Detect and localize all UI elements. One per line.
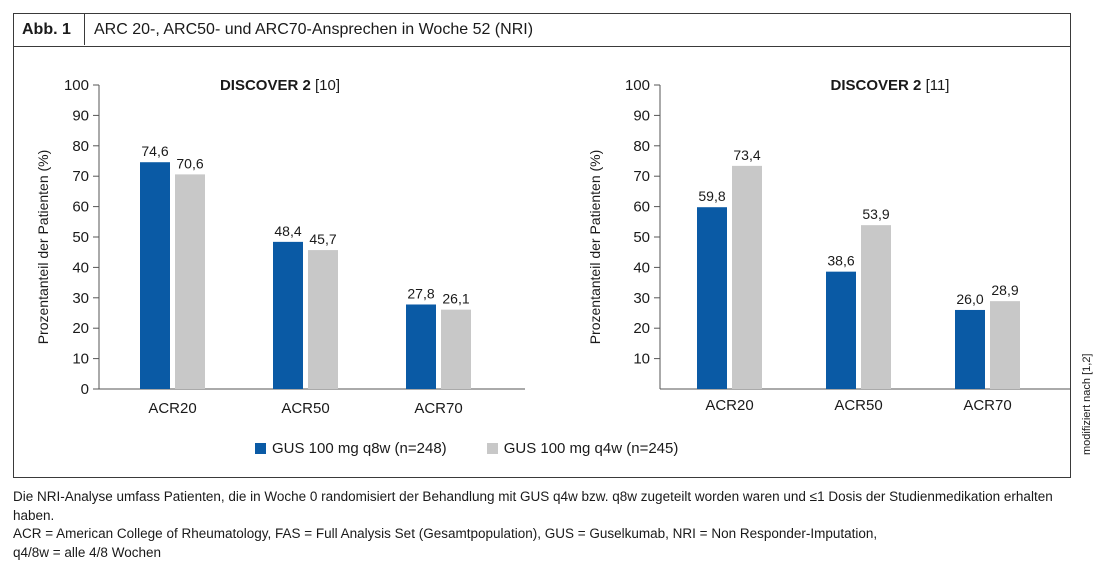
chart1-data-label: 48,4 [274,223,301,239]
legend-item-q8w: GUS 100 mg q8w (n=248) [255,440,447,457]
figure-box: Abb. 1 ARC 20-, ARC50- und ARC70-Ansprec… [13,13,1071,478]
figure-title: ARC 20-, ARC50- und ARC70-Ansprechen in … [94,21,534,38]
chart2-data-label: 38,6 [827,253,854,269]
chart1-title-main: DISCOVER 2 [220,77,315,94]
chart2-bar-acr50-s1 [826,271,856,389]
legend-swatch-q4w [486,443,498,454]
legend-label-q8w: GUS 100 mg q8w (n=248) [272,440,447,457]
chart1-data-label: 74,6 [141,143,168,159]
chart2-bar-acr70-s2 [990,301,1020,389]
chart1-y-tick-label: 40 [72,259,89,276]
legend-label-q4w: GUS 100 mg q4w (n=245) [503,440,679,457]
chart1-data-label: 27,8 [407,285,434,301]
chart2-bar-acr70-s1 [955,309,985,389]
chart1-data-label: 70,6 [176,155,203,171]
legend-item-q4w: GUS 100 mg q4w (n=245) [486,440,679,457]
chart2-category-label: ACR20 [705,397,753,414]
chart2-title-main: DISCOVER 2 [831,77,926,94]
chart2-y-tick-label: 60 [633,199,650,216]
chart1-data-label: 26,1 [442,291,469,307]
source-note: modifiziert nach [1,2] [1081,353,1093,456]
legend: GUS 100 mg q8w (n=248) GUS 100 mg q4w (n… [255,440,718,457]
chart2-title-ref: [11] [926,77,950,94]
charts-canvas: DISCOVER 2 [10] 0 10 20 30 40 50 60 70 80 90 100 Pro… [35,77,1070,417]
chart1-y-tick-label: 60 [72,199,89,216]
figure-header: Abb. 1 ARC 20-, ARC50- und ARC70-Ansprec… [14,14,1070,47]
chart2-y-tick-label: 40 [633,259,650,276]
chart1-y-tick-label: 70 [72,168,89,185]
chart2-y-tick-label: 20 [633,320,650,337]
chart1-y-tick-label: 0 [81,381,89,398]
chart2-data-label: 28,9 [991,282,1018,298]
footnote-abbreviations: ACR = American College of Rheumatology, … [13,526,878,541]
chart1-data-label: 45,7 [309,231,336,247]
chart1-y-tick-label: 80 [72,138,89,155]
chart2-y-tick-label: 50 [633,229,650,246]
chart2-category-label: ACR70 [963,397,1011,414]
footnote-nri: Die NRI-Analyse umfass Patienten, die in… [13,489,1053,523]
chart2-y-tick-label: 30 [633,290,650,307]
chart2-bar-acr50-s2 [861,225,891,389]
chart1-y-axis-label: Prozentanteil der Patienten (%) [35,150,51,345]
chart2-bar-acr20-s2 [732,165,762,389]
chart1-bar-acr20-s1 [140,162,170,389]
chart2-data-label: 53,9 [862,206,889,222]
chart1-y-tick-label: 30 [72,290,89,307]
chart2-bar-acr20-s1 [697,207,727,389]
chart1-category-label: ACR70 [414,400,462,417]
chart1-category-label: ACR20 [148,400,196,417]
chart1-y-tick-label: 50 [72,229,89,246]
chart1-y-tick-label: 10 [72,351,89,368]
chart1-title-ref: [10] [315,77,340,94]
chart1-title: DISCOVER 2 [10] [220,77,340,94]
chart2-category-label: ACR50 [834,397,882,414]
chart1-y-tick-label: 100 [64,77,89,94]
chart1-bar-acr70-s1 [406,304,436,389]
chart2-y-tick-label: 100 [625,77,650,94]
chart1-y-tick-label: 90 [72,107,89,124]
chart1-bar-acr70-s2 [441,309,471,389]
chart1-bar-acr50-s2 [308,250,338,389]
chart2-data-label: 73,4 [733,147,760,163]
chart2-y-axis-label: Prozentanteil der Patienten (%) [587,150,603,345]
chart2-data-label: 26,0 [956,291,983,307]
chart2-y-tick-label: 90 [633,107,650,124]
figure-label: Abb. 1 [14,14,85,45]
chart1-bar-acr50-s1 [273,241,303,389]
chart1-bar-acr20-s2 [175,174,205,389]
chart1-y-tick-label: 20 [72,320,89,337]
legend-swatch-q8w [255,443,266,454]
chart1-category-label: ACR50 [281,400,329,417]
chart2-y-tick-label: 80 [633,138,650,155]
footnotes: Die NRI-Analyse umfass Patienten, die in… [13,488,1073,562]
chart2-title: DISCOVER 2 [11] [831,77,950,94]
chart2-y-tick-label: 70 [633,168,650,185]
chart2-data-label: 59,8 [698,188,725,204]
footnote-q4-8w: q4/8w = alle 4/8 Wochen [13,544,161,560]
chart2-y-tick-label: 10 [633,351,650,368]
